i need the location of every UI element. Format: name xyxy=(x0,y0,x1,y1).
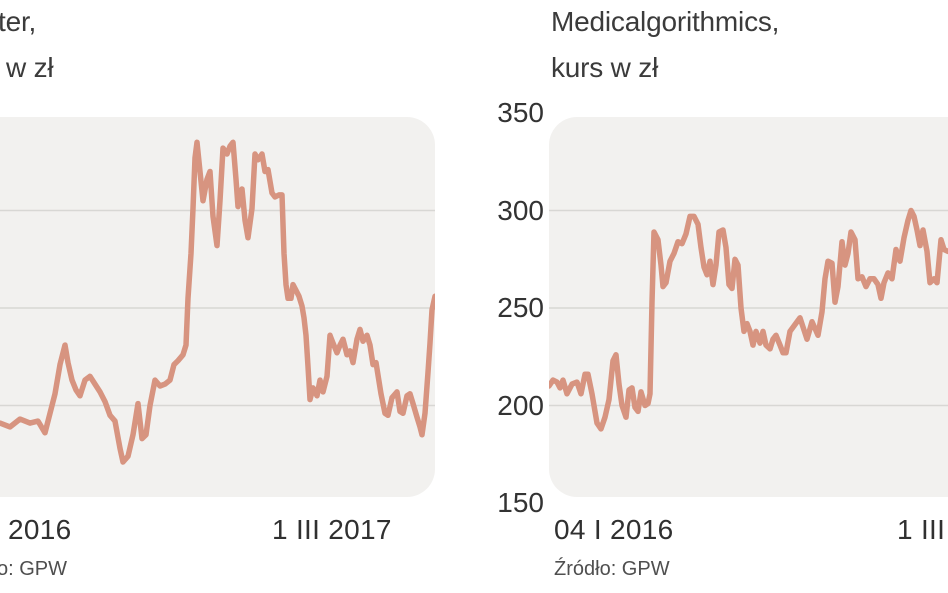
y-axis-label-350: 350 xyxy=(497,97,544,128)
chart-right-x-tick-start: 04 I 2016 xyxy=(554,514,674,545)
chart-left-title: ter, w zł xyxy=(0,0,54,91)
y-axis-label-250: 250 xyxy=(497,292,544,323)
price-line xyxy=(0,139,435,465)
y-axis-label-300: 300 xyxy=(497,195,544,226)
chart-left-plot-area xyxy=(0,117,435,497)
price-line xyxy=(549,207,948,432)
plot-background xyxy=(549,117,948,497)
y-axis-label-150: 150 xyxy=(497,487,544,518)
chart-right-title-line1: Medicalgorithmics, xyxy=(551,6,780,37)
chart-right-x-tick-end: 1 III xyxy=(897,514,946,545)
chart-right-plot-area xyxy=(549,117,948,497)
chart-left-title-line2: w zł xyxy=(6,52,54,83)
chart-left-source: o: GPW xyxy=(0,558,68,580)
chart-right-title-line2: kurs w zł xyxy=(551,52,659,83)
plot-background xyxy=(0,117,435,497)
y-axis-label-200: 200 xyxy=(497,390,544,421)
chart-left-x-tick-end: 1 III 2017 xyxy=(272,514,392,545)
chart-right-title: Medicalgorithmics, kurs w zł xyxy=(551,0,779,91)
chart-left-title-line1: ter, xyxy=(0,6,37,37)
chart-right-source: Źródło: GPW xyxy=(554,558,670,580)
chart-left-x-tick-start: 2016 xyxy=(8,514,72,545)
